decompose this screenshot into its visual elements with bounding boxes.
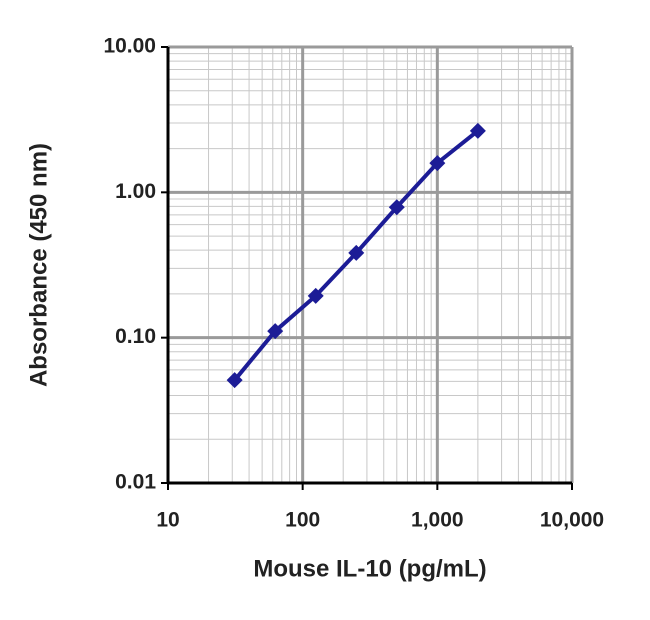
data-point [267,323,284,340]
data-point [429,155,446,172]
y-tick-label: 10.00 [103,35,156,58]
data-point [226,372,243,389]
data-point [307,287,324,304]
x-tick-label: 10,000 [540,509,604,532]
plot-area [168,47,572,483]
y-axis-label: Absorbance (450 nm) [25,143,52,387]
data-point [348,244,365,261]
data-point [469,122,486,139]
data-point [388,199,405,216]
x-tick-label: 10 [156,509,179,532]
y-tick-label: 0.10 [115,325,156,348]
x-axis-label: Mouse IL-10 (pg/mL) [253,555,486,582]
y-tick-label: 0.01 [115,471,156,494]
x-tick-label: 1,000 [411,509,464,532]
y-tick-label: 1.00 [115,180,156,203]
x-tick-label: 100 [285,509,320,532]
